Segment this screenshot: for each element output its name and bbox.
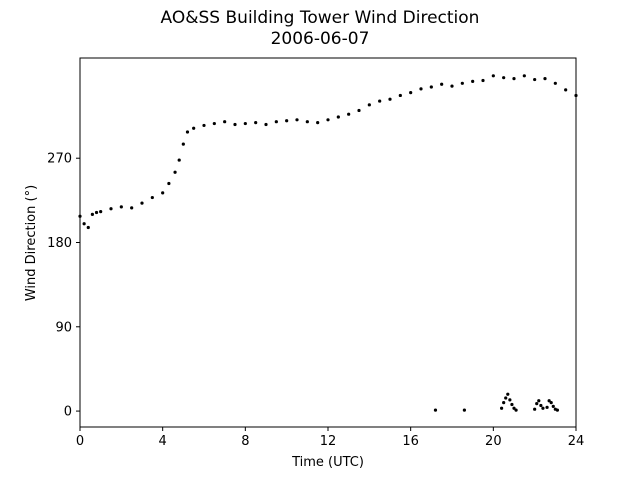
data-point — [510, 402, 514, 407]
data-point — [440, 82, 444, 86]
data-point — [140, 201, 144, 205]
data-point — [460, 81, 464, 85]
data-point — [357, 108, 361, 113]
data-point — [398, 93, 402, 98]
data-point — [462, 408, 466, 412]
chart-title: AO&SS Building Tower Wind Direction — [160, 8, 480, 28]
data-point — [130, 206, 134, 210]
data-point — [161, 191, 165, 195]
y-tick-label: 270 — [47, 152, 72, 167]
data-point — [316, 121, 320, 125]
data-point — [409, 91, 413, 95]
y-tick-label: 0 — [64, 405, 72, 420]
data-point — [326, 118, 330, 122]
data-point — [336, 115, 340, 119]
y-axis-label: Wind Direction (°) — [24, 185, 39, 301]
data-point — [533, 77, 537, 82]
data-point — [177, 158, 181, 162]
data-point — [553, 81, 557, 85]
data-point — [533, 407, 537, 411]
data-point — [551, 404, 555, 408]
data-point — [119, 205, 123, 209]
data-point — [254, 121, 258, 125]
y-axis: 0 90 180 270 — [47, 152, 80, 420]
data-point — [90, 212, 94, 216]
data-point — [541, 406, 545, 410]
data-point — [429, 85, 433, 89]
x-tick-label: 16 — [402, 434, 419, 449]
data-point — [508, 398, 512, 402]
data-point — [514, 408, 518, 412]
data-point — [539, 403, 543, 408]
data-point — [212, 121, 216, 126]
data-point — [347, 112, 351, 116]
data-point — [367, 103, 371, 107]
data-point — [502, 76, 506, 80]
data-point — [537, 399, 541, 403]
data-point — [185, 130, 190, 134]
x-axis: 0 4 8 12 16 20 24 — [76, 427, 584, 449]
x-tick-label: 12 — [320, 434, 337, 449]
data-point — [535, 401, 539, 406]
data-point — [82, 222, 86, 226]
data-point — [433, 408, 438, 412]
x-tick-label: 20 — [485, 434, 502, 449]
data-point — [99, 209, 103, 214]
data-points — [78, 74, 578, 412]
data-point — [150, 195, 154, 200]
data-point — [522, 74, 526, 78]
x-tick-label: 4 — [159, 434, 167, 449]
x-tick-label: 8 — [241, 434, 249, 449]
data-point — [504, 396, 508, 400]
data-point — [285, 119, 289, 123]
data-point — [167, 181, 171, 186]
data-point — [94, 210, 99, 215]
data-point — [192, 126, 196, 130]
data-point — [481, 78, 485, 83]
data-point — [471, 79, 475, 84]
data-point — [202, 123, 206, 128]
data-point — [543, 77, 547, 81]
data-point — [109, 207, 113, 211]
data-point — [243, 121, 247, 126]
data-point — [223, 120, 227, 124]
data-point — [502, 401, 506, 405]
y-tick-label: 180 — [47, 236, 72, 251]
x-tick-label: 24 — [568, 434, 585, 449]
data-point — [506, 392, 510, 396]
chart-subtitle: 2006-06-07 — [270, 29, 370, 49]
data-point — [491, 74, 495, 78]
data-point — [555, 408, 560, 412]
x-axis-label: Time (UTC) — [291, 455, 364, 470]
data-point — [86, 225, 90, 230]
data-point — [264, 122, 268, 127]
data-point — [388, 97, 392, 101]
data-point — [181, 142, 185, 146]
data-point — [549, 401, 553, 405]
data-point — [545, 405, 549, 409]
data-point — [378, 99, 382, 103]
x-tick-label: 0 — [76, 434, 84, 449]
data-point — [274, 120, 278, 124]
data-point — [233, 122, 237, 127]
plot-frame — [79, 57, 577, 428]
data-point — [450, 84, 454, 88]
data-point — [512, 77, 516, 81]
data-point — [419, 87, 423, 91]
data-point — [500, 406, 504, 410]
data-point — [305, 120, 309, 124]
data-point — [547, 399, 551, 403]
y-tick-label: 90 — [55, 320, 72, 335]
data-point — [564, 88, 568, 92]
data-point — [295, 118, 299, 122]
data-point — [512, 406, 516, 410]
data-point — [173, 170, 177, 174]
